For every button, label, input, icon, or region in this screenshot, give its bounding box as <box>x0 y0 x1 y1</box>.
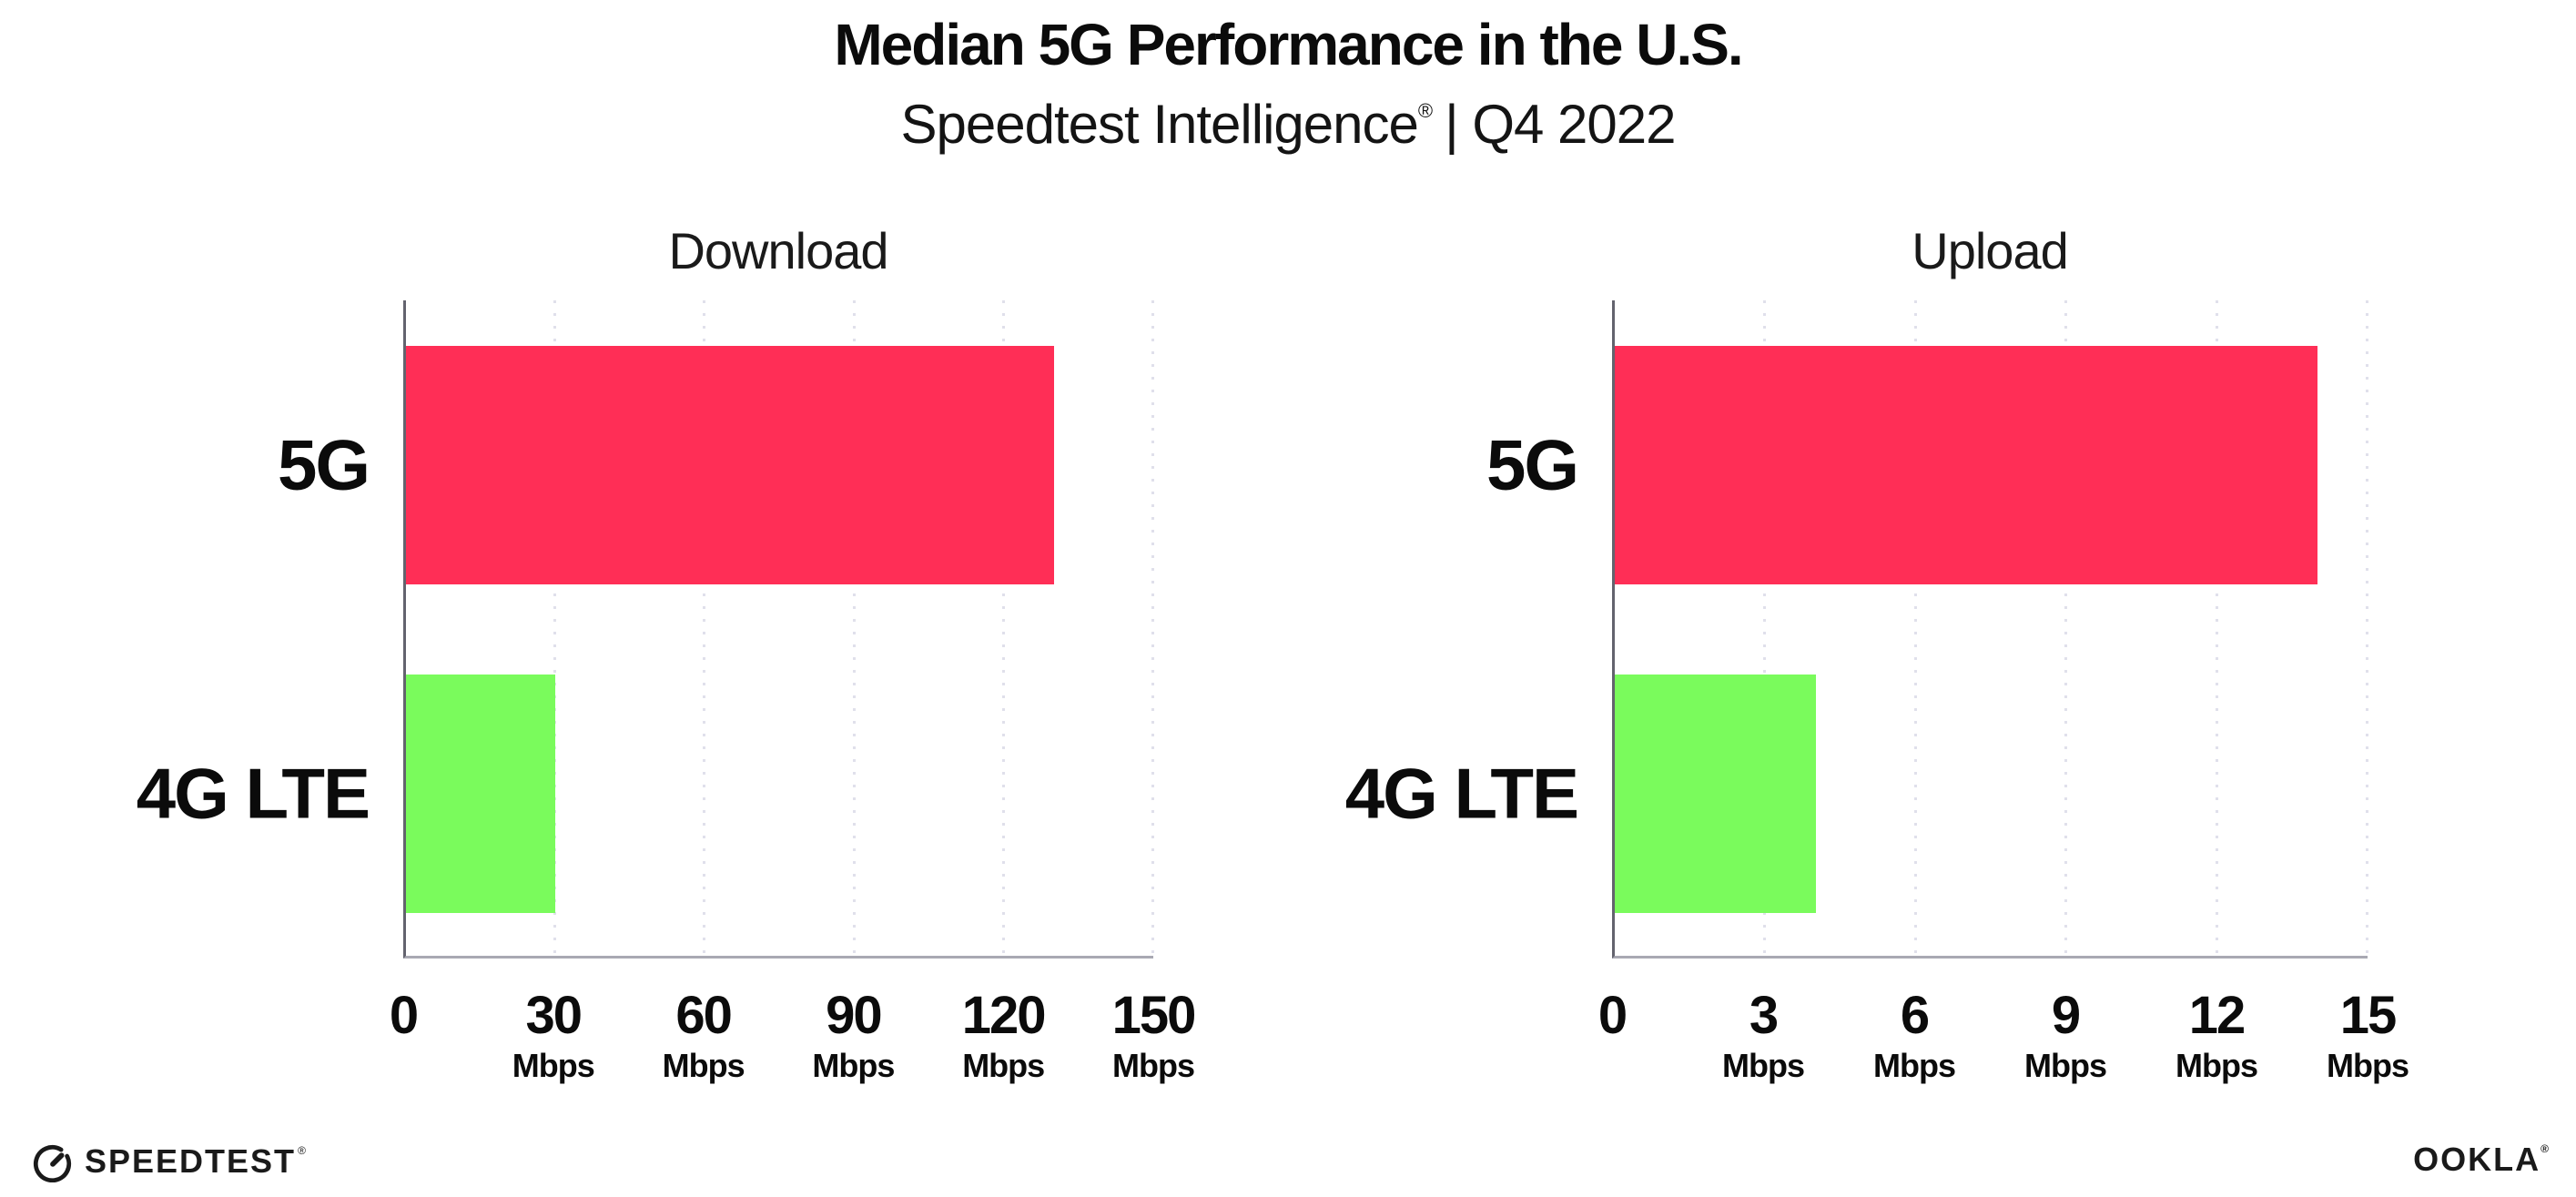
bar-4g-lte <box>406 675 556 914</box>
x-tick-3: 3 Mbps <box>1722 986 1805 1084</box>
x-tick-value: 9 <box>2051 986 2081 1045</box>
download-chart-title: Download <box>668 222 888 279</box>
x-tick-6: 6 Mbps <box>1873 986 1956 1084</box>
x-tick-value: 60 <box>675 986 732 1045</box>
x-tick-0: 0 <box>389 986 419 1045</box>
x-tick-30: 30 Mbps <box>512 986 595 1084</box>
x-tick-value: 120 <box>961 986 1047 1045</box>
x-tick-150: 150 Mbps <box>1111 986 1197 1084</box>
x-tick-120: 120 Mbps <box>961 986 1047 1084</box>
category-label-5g: 5G <box>277 424 370 505</box>
bar-5g <box>1615 345 2317 584</box>
bar-5g <box>406 345 1054 584</box>
registered-mark-icon: ® <box>1417 99 1433 122</box>
download-plot-area <box>403 300 1154 959</box>
x-tick-value: 30 <box>525 986 583 1045</box>
x-tick-unit: Mbps <box>662 1047 745 1084</box>
gridline-90 <box>852 300 856 956</box>
x-tick-unit: Mbps <box>812 1047 895 1084</box>
category-label-5g: 5G <box>1486 424 1579 505</box>
ookla-logo: OOKLA® <box>2413 1141 2551 1179</box>
x-tick-60: 60 Mbps <box>663 989 745 1082</box>
gridline-6 <box>1913 300 1917 956</box>
speedtest-logo: SPEEDTEST ® <box>32 1141 306 1182</box>
download-chart-body: 5G 4G LTE <box>118 300 1154 959</box>
upload-chart-body: 5G 4G LTE <box>1324 300 2368 959</box>
x-tick-value: 90 <box>826 986 882 1045</box>
gridline-150 <box>1151 300 1154 956</box>
download-category-axis: 5G 4G LTE <box>118 300 403 959</box>
x-tick-value: 15 <box>2339 986 2397 1045</box>
x-tick-90: 90 Mbps <box>812 986 895 1084</box>
category-label-4g-lte: 4G LTE <box>1344 753 1579 834</box>
category-label-4g-lte: 4G LTE <box>136 753 370 834</box>
ookla-registered-icon: ® <box>2541 1142 2551 1155</box>
x-tick-value: 3 <box>1749 986 1779 1045</box>
x-tick-unit: Mbps <box>1722 1047 1805 1084</box>
x-tick-value: 0 <box>1597 986 1628 1045</box>
gridline-15 <box>2366 300 2368 956</box>
gridline-120 <box>1001 300 1005 956</box>
x-tick-unit: Mbps <box>2024 1047 2107 1084</box>
speedtest-gauge-icon <box>33 1144 72 1182</box>
x-tick-value: 150 <box>1111 986 1197 1045</box>
gridline-60 <box>703 300 706 956</box>
x-tick-9: 9 Mbps <box>2024 986 2107 1084</box>
x-tick-12: 12 Mbps <box>2175 986 2258 1084</box>
x-tick-value: 0 <box>389 986 419 1045</box>
page-subtitle: Speedtest Intelligence® | Q4 2022 <box>0 93 2576 156</box>
subtitle-period: | Q4 2022 <box>1445 94 1676 155</box>
bar-4g-lte <box>1615 675 1816 914</box>
x-tick-unit: Mbps <box>2327 1047 2409 1084</box>
gridline-3 <box>1763 300 1767 956</box>
upload-chart: Upload 5G 4G LTE 0 3 Mbps 6 Mbps 9 Mbps 12 Mbps 15… <box>1324 217 2409 1095</box>
x-tick-unit: Mbps <box>1112 1047 1195 1084</box>
ookla-wordmark: OOKLA <box>2413 1141 2541 1178</box>
download-x-axis: 0 30 Mbps 60 Mbps 90 Mbps 120 Mbps 150 Mbps <box>390 959 1197 1095</box>
x-tick-unit: Mbps <box>1873 1047 1956 1084</box>
x-tick-0: 0 <box>1597 986 1628 1045</box>
download-chart: Download 5G 4G LTE 0 30 Mbps 60 Mbps 90 Mbps 120… <box>118 217 1197 1095</box>
upload-plot-area <box>1612 300 2368 959</box>
x-tick-value: 6 <box>1900 986 1930 1045</box>
gridline-30 <box>553 300 557 956</box>
speedtest-registered-icon: ® <box>298 1144 306 1157</box>
x-tick-unit: Mbps <box>962 1047 1045 1084</box>
gridline-9 <box>2064 300 2068 956</box>
x-tick-unit: Mbps <box>2175 1047 2258 1084</box>
speedtest-wordmark: SPEEDTEST <box>85 1142 297 1180</box>
upload-x-axis: 0 3 Mbps 6 Mbps 9 Mbps 12 Mbps 15 Mbps <box>1598 959 2409 1095</box>
subtitle-brand: Speedtest Intelligence <box>900 94 1418 155</box>
gridline-12 <box>2215 300 2218 956</box>
x-tick-15: 15 Mbps <box>2327 989 2409 1082</box>
chart-header: Median 5G Performance in the U.S. Speedt… <box>0 0 2576 156</box>
x-tick-unit: Mbps <box>512 1047 595 1084</box>
upload-category-axis: 5G 4G LTE <box>1324 300 1612 959</box>
upload-chart-title: Upload <box>1912 222 2068 279</box>
page-title: Median 5G Performance in the U.S. <box>834 12 1743 77</box>
x-tick-value: 12 <box>2188 986 2246 1045</box>
